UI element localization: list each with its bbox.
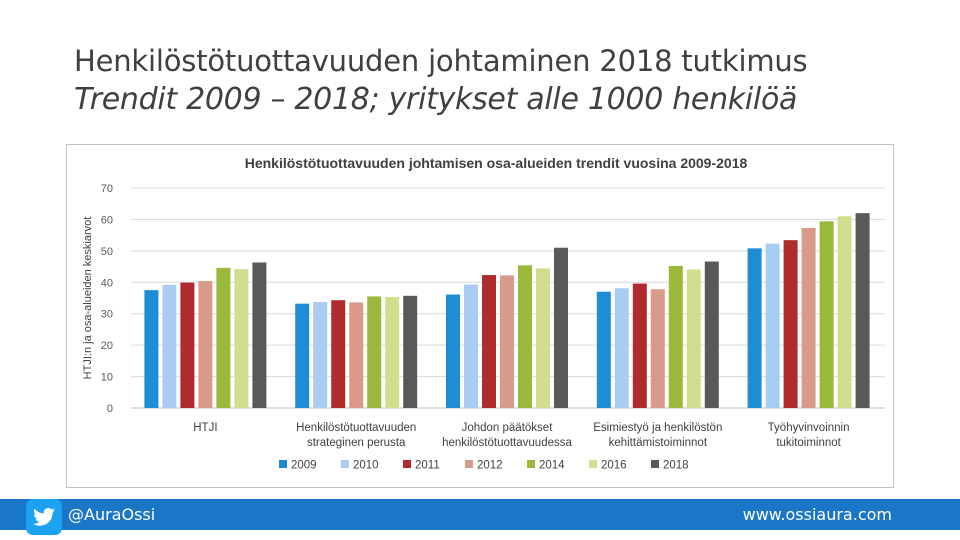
bar [765, 243, 780, 408]
bar [234, 269, 249, 408]
bar [650, 289, 665, 408]
bar [500, 275, 514, 408]
y-tick-label: 10 [101, 372, 113, 384]
legend-swatch [279, 460, 287, 468]
bar [801, 227, 816, 408]
chart-container: Henkilöstötuottavuuden johtamisen osa-al… [66, 144, 894, 488]
bar [198, 281, 213, 408]
bar [252, 262, 267, 408]
bar [554, 247, 568, 408]
bar [331, 300, 346, 408]
twitter-bird-icon[interactable] [26, 499, 62, 535]
y-tick-label: 50 [101, 246, 113, 258]
legend-swatch [465, 460, 473, 468]
bar [837, 216, 852, 408]
bar [367, 296, 382, 408]
y-tick-label: 40 [101, 277, 113, 289]
y-tick-label: 20 [101, 340, 113, 352]
website-link[interactable]: www.ossiaura.com [742, 505, 892, 524]
bar [446, 294, 460, 408]
bar [536, 268, 550, 408]
bar [295, 303, 310, 408]
bar [819, 221, 834, 408]
bar [747, 248, 762, 408]
legend-label: 2018 [663, 460, 689, 472]
legend-label: 2012 [477, 460, 503, 472]
y-tick-label: 30 [101, 309, 113, 321]
bar [668, 265, 683, 408]
bar [144, 290, 159, 408]
x-category-label: Johdon päätökset [462, 422, 554, 434]
legend-label: 2016 [601, 460, 627, 472]
bar [783, 240, 798, 408]
bar [403, 295, 418, 408]
x-category-label: tukitoiminnot [776, 437, 841, 449]
legend-swatch [403, 460, 411, 468]
bar [162, 284, 177, 408]
bar [855, 213, 870, 408]
legend-label: 2010 [353, 460, 379, 472]
y-tick-label: 0 [107, 403, 113, 415]
bar [385, 297, 400, 408]
slide-subtitle: Trendit 2009 – 2018; yritykset alle 1000… [74, 82, 798, 117]
x-category-label: kehittämistoiminnot [609, 437, 708, 449]
legend-swatch [341, 460, 349, 468]
chart-title: Henkilöstötuottavuuden johtamisen osa-al… [245, 155, 748, 171]
bar [704, 261, 719, 408]
x-category-label: HTJI [193, 422, 217, 434]
legend-label: 2014 [539, 460, 565, 472]
legend-label: 2011 [415, 460, 440, 472]
y-axis-label: HTJI:n ja osa-alueiden keskiarvot [82, 217, 94, 380]
twitter-handle[interactable]: @AuraOssi [68, 505, 156, 524]
legend-swatch [651, 460, 659, 468]
x-category-label: Henkilöstötuottavuuden [296, 422, 416, 434]
x-category-label: strateginen perusta [307, 437, 406, 449]
slide-title: Henkilöstötuottavuuden johtaminen 2018 t… [74, 44, 808, 78]
bar [614, 288, 629, 408]
bar [180, 282, 195, 408]
x-category-label: Työhyvinvoinnin [768, 422, 850, 434]
legend-swatch [589, 460, 597, 468]
bar [313, 302, 328, 408]
bar [632, 283, 647, 408]
bar [216, 267, 231, 408]
legend-label: 2009 [291, 460, 317, 472]
x-category-label: henkilöstötuottavuudessa [442, 437, 572, 449]
bar [518, 265, 532, 408]
footer-bar [0, 499, 960, 530]
x-category-label: Esimiestyö ja henkilöstön [593, 422, 722, 434]
bar [349, 302, 364, 408]
y-tick-label: 60 [101, 214, 113, 226]
bar [482, 275, 496, 408]
y-tick-label: 70 [101, 183, 113, 195]
legend-swatch [527, 460, 535, 468]
bar-chart: Henkilöstötuottavuuden johtamisen osa-al… [82, 155, 885, 472]
bar [464, 284, 478, 408]
bar [596, 291, 611, 408]
bar [686, 269, 701, 408]
